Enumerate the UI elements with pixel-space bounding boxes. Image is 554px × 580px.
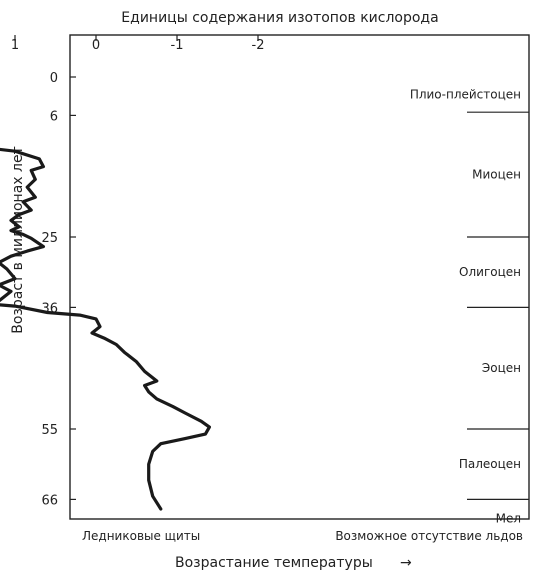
y-tick-label: 66 xyxy=(41,493,58,508)
series-line xyxy=(0,147,211,511)
epoch-label: Плио-плейстоцен xyxy=(410,88,521,102)
plot-frame xyxy=(69,34,530,520)
x-tick-label: -1 xyxy=(171,38,184,53)
chart-title: Единицы содержания изотопов кислорода xyxy=(121,10,438,26)
isotope-curve xyxy=(0,147,211,511)
y-axis-label: Возраст в миллионах лет xyxy=(10,146,26,334)
arrow-right-icon: → xyxy=(400,555,412,571)
epoch-label: Эоцен xyxy=(482,361,521,375)
y-tick-label: 55 xyxy=(41,423,58,438)
annotation-ice-sheets: Ледниковые щиты xyxy=(82,529,200,543)
epoch-label: Палеоцен xyxy=(459,457,521,471)
epoch-label: Олигоцен xyxy=(459,265,521,279)
epoch-label: Миоцен xyxy=(472,168,521,182)
x-tick-label: 0 xyxy=(92,38,100,53)
epoch-label: Мел xyxy=(496,512,521,526)
annotation-no-ice: Возможное отсутствие льдов xyxy=(335,529,523,543)
x-axis-label: Возрастание температуры xyxy=(175,555,373,571)
x-axis-ticks: 3210-1-2 xyxy=(11,35,265,53)
y-tick-label: 25 xyxy=(41,231,58,246)
x-tick-label: -2 xyxy=(252,38,265,53)
y-tick-label: 0 xyxy=(50,71,58,86)
y-tick-label: 6 xyxy=(50,109,58,124)
epoch-labels: Плио-плейстоцен Миоцен Олигоцен Эоцен Палеоц… xyxy=(410,88,529,526)
x-tick-label: 1 xyxy=(11,38,19,53)
